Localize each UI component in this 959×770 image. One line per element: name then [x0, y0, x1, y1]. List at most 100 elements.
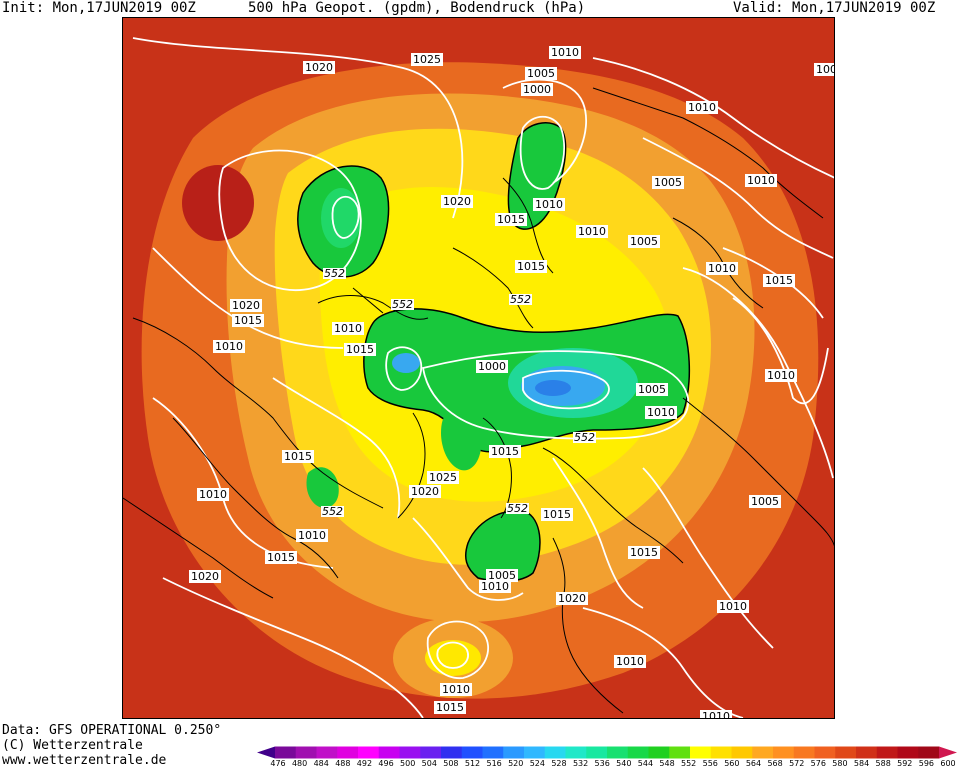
colorbar-tick-label: 600	[940, 759, 956, 768]
isobar-label: 1015	[495, 213, 527, 226]
isobar-label: 1010	[213, 340, 245, 353]
isobar-label: 1020	[189, 570, 221, 583]
colorbar-tick-label: 556	[702, 759, 718, 768]
isobar-label: 1025	[427, 471, 459, 484]
isobar-label: 1010	[576, 225, 608, 238]
isobar-label: 1010	[332, 322, 364, 335]
colorbar-tick-label: 476	[270, 759, 286, 768]
colorbar-swatch	[565, 746, 587, 759]
geopot-label: 552	[323, 267, 346, 280]
colorbar-tick-label: 544	[637, 759, 654, 768]
labrador-trough	[306, 467, 339, 508]
colorbar-swatch	[793, 746, 815, 759]
pacific-ridge	[182, 165, 254, 241]
colorbar-tick-label: 496	[378, 759, 394, 768]
isobar-label: 1010	[614, 655, 646, 668]
colorbar-tick-label: 580	[832, 759, 848, 768]
colorbar-tick-label: 516	[486, 759, 502, 768]
colorbar-swatch	[524, 746, 546, 759]
colorbar-swatch	[627, 746, 649, 759]
isobar-label: 1020	[441, 195, 473, 208]
isobar-label: 1015	[434, 701, 466, 714]
colorbar-tick-label: 492	[356, 759, 373, 768]
colorbar-swatch	[461, 746, 483, 759]
isobar-label: 1010	[533, 198, 565, 211]
isobar-label: 1010	[645, 406, 677, 419]
colorbar-tick-label: 520	[508, 759, 524, 768]
colorbar-tick-label: 572	[789, 759, 805, 768]
map-title: 500 hPa Geopot. (gpdm), Bodendruck (hPa)	[248, 0, 586, 16]
colorbar-tick-label: 568	[767, 759, 783, 768]
isobar-label: 1015	[541, 508, 573, 521]
colorbar-tick-label: 508	[443, 759, 459, 768]
colorbar-swatch	[378, 746, 400, 759]
atlantic-high-core	[425, 640, 481, 676]
alaska-trough-core	[321, 188, 361, 248]
isobar-label: 1015	[282, 450, 314, 463]
colorbar-tick-label: 500	[400, 759, 416, 768]
isobar-label: 1005	[652, 176, 684, 189]
isobar-label: 1020	[230, 299, 262, 312]
header-bar: Init: Mon,17JUN2019 00Z 500 hPa Geopot. …	[0, 0, 959, 16]
colorbar-swatch	[275, 746, 297, 759]
colorbar-swatch	[503, 746, 525, 759]
isobar-label: 1020	[409, 485, 441, 498]
isobar-label: 1005	[628, 235, 660, 248]
colorbar-tick-label: 504	[421, 759, 437, 768]
colorbar-tick-label: 512	[464, 759, 481, 768]
atlantic-trough	[465, 510, 541, 583]
colorbar-ticks: 476 480 484 488 492 496 500 504 508 512 516 520 524 5…	[268, 759, 955, 770]
isobar-label: 100	[814, 63, 834, 76]
colorbar-swatch	[731, 746, 753, 759]
colorbar-swatch	[586, 746, 608, 759]
colorbar-arrow-left	[257, 746, 275, 759]
geopot-label: 552	[573, 431, 596, 444]
colorbar-tick-label: 564	[745, 759, 762, 768]
colorbar-swatch	[918, 746, 940, 759]
colorbar-swatch	[337, 746, 359, 759]
isobar-label: 1010	[686, 101, 718, 114]
isobar-label: 1000	[476, 360, 508, 373]
colorbar-swatch	[358, 746, 380, 759]
isobar-label: 1015	[628, 546, 660, 559]
colorbar-swatch	[648, 746, 670, 759]
isobar-label: 1020	[303, 61, 335, 74]
isobar-label: 1010	[706, 262, 738, 275]
isobar-label: 1010	[717, 600, 749, 613]
copyright: (C) Wetterzentrale	[2, 738, 143, 753]
isobar-label: 1025	[411, 53, 443, 66]
isobar-label: 1010	[296, 529, 328, 542]
geopot-label: 552	[321, 505, 344, 518]
colorbar-tick-label: 532	[572, 759, 589, 768]
isobar-label: 1020	[556, 592, 588, 605]
colorbar-arrow-right	[939, 746, 957, 759]
colorbar-tick-label: 584	[853, 759, 870, 768]
colorbar-swatch	[669, 746, 691, 759]
colorbar-tick-label: 524	[529, 759, 545, 768]
colorbar-swatch	[420, 746, 442, 759]
colorbar-tick-label: 592	[897, 759, 913, 768]
isobar-label: 1005	[636, 383, 668, 396]
colorbar-swatch	[316, 746, 338, 759]
colorbar-tick-label: 488	[335, 759, 351, 768]
isobar-label: 1010	[479, 580, 511, 593]
colorbar-tick-label: 560	[724, 759, 740, 768]
valid-time: Valid: Mon,17JUN2019 00Z	[733, 0, 936, 16]
isobar-label: 1010	[700, 710, 732, 718]
colorbar-swatch	[876, 746, 898, 759]
colorbar-swatch	[835, 746, 857, 759]
colorbar-swatch	[441, 746, 463, 759]
isobar-label: 1010	[549, 46, 581, 59]
colorbar-tick-label: 540	[616, 759, 632, 768]
colorbar-tick-label: 528	[551, 759, 567, 768]
isobar-label: 1015	[515, 260, 547, 273]
geopot-label: 552	[391, 298, 414, 311]
colorbar-tick-label: 480	[291, 759, 308, 768]
vortex-core	[535, 380, 571, 396]
colorbar-tick-label: 576	[810, 759, 826, 768]
isobar-label: 1015	[344, 343, 376, 356]
colorbar-swatch	[752, 746, 774, 759]
isobar-label: 1015	[489, 445, 521, 458]
colorbar-tick-label: 484	[313, 759, 329, 768]
isobar-label: 1015	[763, 274, 795, 287]
